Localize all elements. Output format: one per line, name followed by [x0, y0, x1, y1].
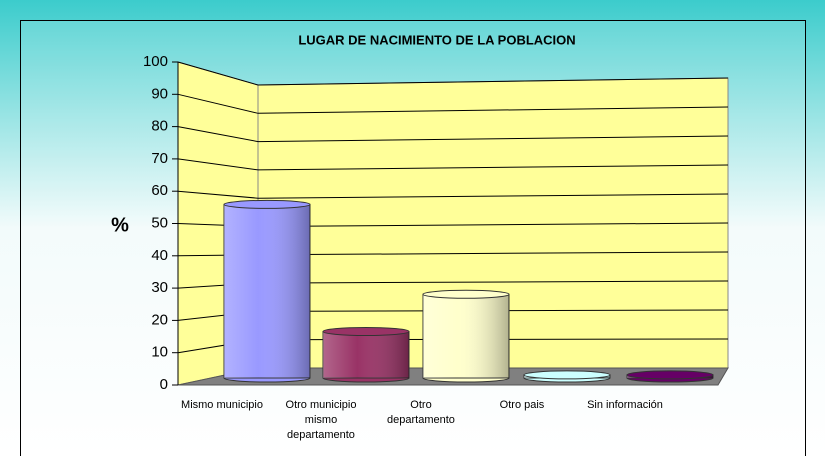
grid-line — [177, 126, 259, 143]
x-tick-label: Sin información — [587, 399, 663, 411]
grid-line — [257, 193, 729, 199]
grid-line — [177, 190, 259, 199]
chart-title: LUGAR DE NACIMIENTO DE LA POBLACION — [298, 32, 575, 47]
grid-line — [257, 222, 729, 227]
bar-shading — [323, 331, 409, 378]
y-tick-label: 10 — [151, 344, 168, 361]
y-tick-label: 60 — [151, 182, 168, 199]
y-tick-label: 50 — [151, 214, 168, 231]
y-tick-label: 70 — [151, 150, 168, 167]
y-tick-label: 30 — [151, 279, 168, 296]
x-tick-label: Otro departamento — [387, 399, 455, 426]
bar-shading — [224, 204, 310, 378]
x-tick-label: Otro pais — [499, 399, 545, 411]
grid-line — [177, 61, 259, 86]
y-tick-label: 100 — [143, 53, 168, 70]
bar-top — [422, 289, 510, 299]
y-tick-label: 80 — [151, 118, 168, 135]
grid-line — [257, 280, 729, 284]
bar-top — [223, 199, 311, 209]
bar-top — [322, 327, 410, 336]
y-tick-label: 40 — [151, 247, 168, 264]
y-tick-label: 20 — [151, 311, 168, 328]
grid-line — [177, 158, 259, 171]
grid-line — [177, 93, 259, 114]
bar-top — [626, 370, 714, 380]
grid-line — [257, 135, 729, 143]
grid-line — [257, 251, 729, 256]
grid-line — [257, 77, 729, 86]
y-axis-label: % — [111, 214, 129, 236]
bar-shading — [423, 294, 509, 378]
grid-line — [257, 164, 729, 171]
y-tick-label: 90 — [151, 85, 168, 102]
bar-top — [523, 370, 611, 380]
y-tick-label: 0 — [160, 376, 168, 393]
grid-line — [257, 106, 729, 114]
x-tick-label: Otro municipio mismo departamento — [285, 399, 357, 441]
x-tick-label: Mismo municipio — [181, 399, 263, 411]
